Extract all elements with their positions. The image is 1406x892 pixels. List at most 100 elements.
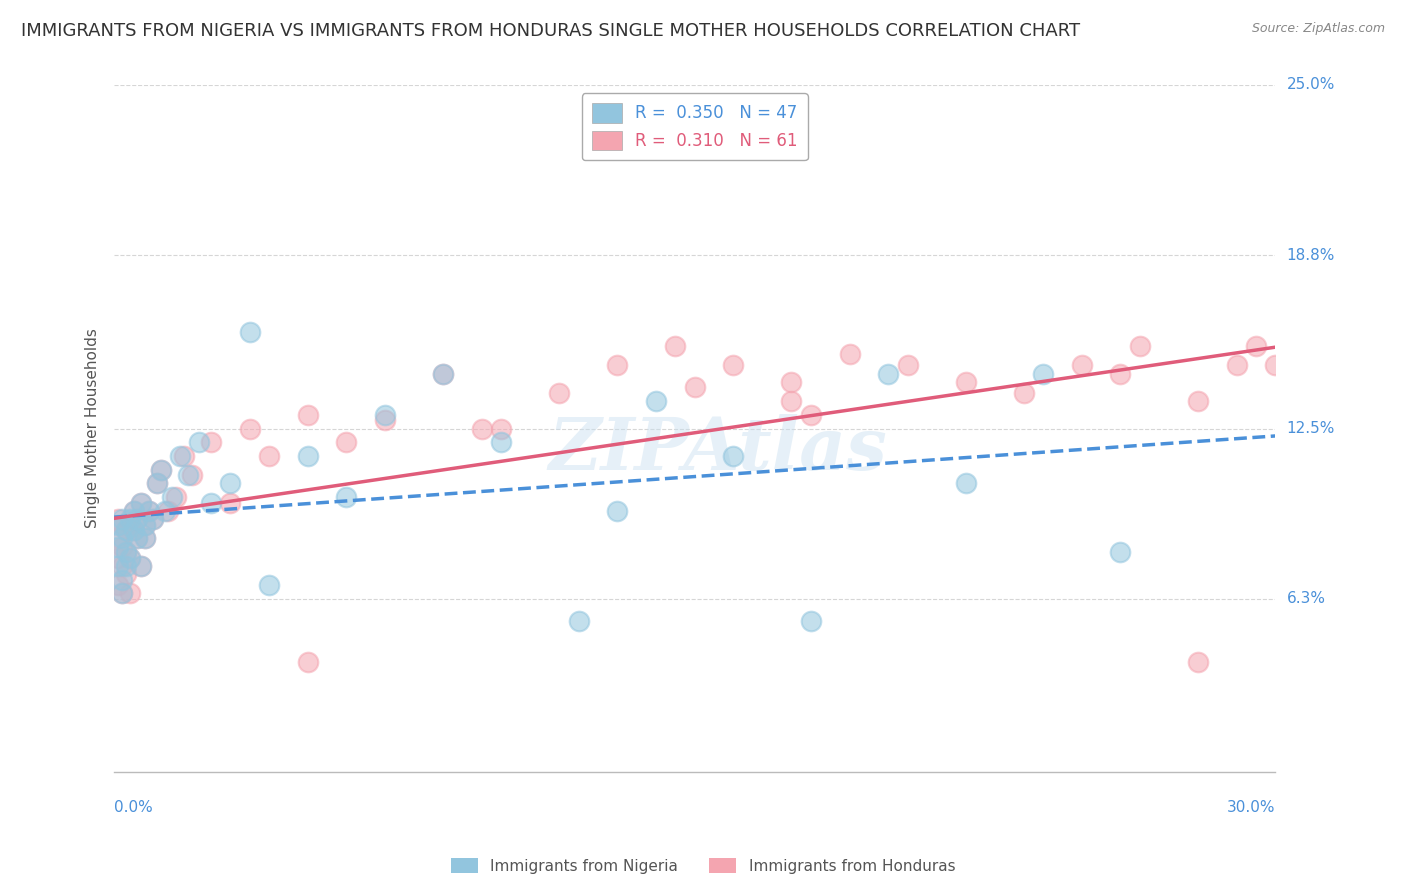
- Point: [489, 435, 512, 450]
- Point: [1187, 655, 1209, 669]
- Point: [114, 523, 136, 537]
- Point: [1244, 339, 1267, 353]
- Point: [219, 496, 242, 510]
- Point: [142, 512, 165, 526]
- Point: [127, 512, 149, 526]
- Point: [219, 476, 242, 491]
- Point: [780, 394, 803, 409]
- Point: [114, 558, 136, 573]
- Legend: Immigrants from Nigeria, Immigrants from Honduras: Immigrants from Nigeria, Immigrants from…: [444, 852, 962, 880]
- Point: [165, 490, 187, 504]
- Text: 12.5%: 12.5%: [1286, 421, 1334, 436]
- Point: [129, 496, 152, 510]
- Point: [127, 532, 149, 546]
- Point: [200, 435, 222, 450]
- Point: [548, 385, 571, 400]
- Point: [257, 449, 280, 463]
- Point: [1109, 367, 1132, 381]
- Point: [169, 449, 191, 463]
- Text: IMMIGRANTS FROM NIGERIA VS IMMIGRANTS FROM HONDURAS SINGLE MOTHER HOUSEHOLDS COR: IMMIGRANTS FROM NIGERIA VS IMMIGRANTS FR…: [21, 22, 1080, 40]
- Point: [606, 359, 628, 373]
- Point: [134, 532, 156, 546]
- Point: [780, 375, 803, 389]
- Point: [1187, 394, 1209, 409]
- Legend: R =  0.350   N = 47, R =  0.310   N = 61: R = 0.350 N = 47, R = 0.310 N = 61: [582, 94, 807, 160]
- Point: [127, 512, 149, 526]
- Point: [1129, 339, 1152, 353]
- Text: 25.0%: 25.0%: [1286, 78, 1334, 93]
- Point: [111, 540, 134, 554]
- Point: [118, 550, 141, 565]
- Point: [432, 367, 454, 381]
- Point: [471, 421, 494, 435]
- Point: [877, 367, 900, 381]
- Point: [374, 408, 396, 422]
- Point: [111, 573, 134, 587]
- Point: [107, 517, 129, 532]
- Point: [1264, 359, 1286, 373]
- Point: [955, 476, 977, 491]
- Point: [257, 578, 280, 592]
- Point: [239, 326, 262, 340]
- Point: [723, 359, 745, 373]
- Point: [127, 532, 149, 546]
- Point: [1012, 385, 1035, 400]
- Point: [297, 408, 319, 422]
- Point: [145, 476, 167, 491]
- Point: [664, 339, 686, 353]
- Point: [111, 512, 134, 526]
- Point: [335, 435, 357, 450]
- Point: [149, 463, 172, 477]
- Point: [800, 614, 823, 628]
- Text: 30.0%: 30.0%: [1227, 799, 1275, 814]
- Point: [107, 558, 129, 573]
- Point: [111, 558, 134, 573]
- Point: [118, 586, 141, 600]
- Point: [723, 449, 745, 463]
- Point: [114, 545, 136, 559]
- Point: [180, 468, 202, 483]
- Point: [297, 449, 319, 463]
- Point: [145, 476, 167, 491]
- Point: [114, 545, 136, 559]
- Point: [645, 394, 668, 409]
- Point: [149, 463, 172, 477]
- Point: [138, 504, 160, 518]
- Point: [107, 540, 129, 554]
- Point: [142, 512, 165, 526]
- Point: [118, 550, 141, 565]
- Point: [683, 380, 706, 394]
- Point: [374, 413, 396, 427]
- Point: [173, 449, 195, 463]
- Point: [111, 586, 134, 600]
- Point: [107, 550, 129, 565]
- Text: ZIPAtlas: ZIPAtlas: [548, 414, 887, 484]
- Point: [138, 504, 160, 518]
- Point: [129, 558, 152, 573]
- Point: [122, 523, 145, 537]
- Point: [129, 496, 152, 510]
- Point: [111, 532, 134, 546]
- Point: [297, 655, 319, 669]
- Point: [107, 532, 129, 546]
- Point: [134, 517, 156, 532]
- Point: [107, 512, 129, 526]
- Text: 18.8%: 18.8%: [1286, 248, 1334, 263]
- Point: [122, 523, 145, 537]
- Point: [118, 517, 141, 532]
- Point: [118, 512, 141, 526]
- Point: [432, 367, 454, 381]
- Point: [489, 421, 512, 435]
- Point: [1032, 367, 1054, 381]
- Point: [800, 408, 823, 422]
- Point: [114, 523, 136, 537]
- Point: [157, 504, 180, 518]
- Y-axis label: Single Mother Households: Single Mother Households: [86, 328, 100, 528]
- Point: [1225, 359, 1247, 373]
- Point: [838, 347, 860, 361]
- Point: [114, 567, 136, 582]
- Point: [1070, 359, 1092, 373]
- Point: [239, 421, 262, 435]
- Point: [1109, 545, 1132, 559]
- Point: [129, 558, 152, 573]
